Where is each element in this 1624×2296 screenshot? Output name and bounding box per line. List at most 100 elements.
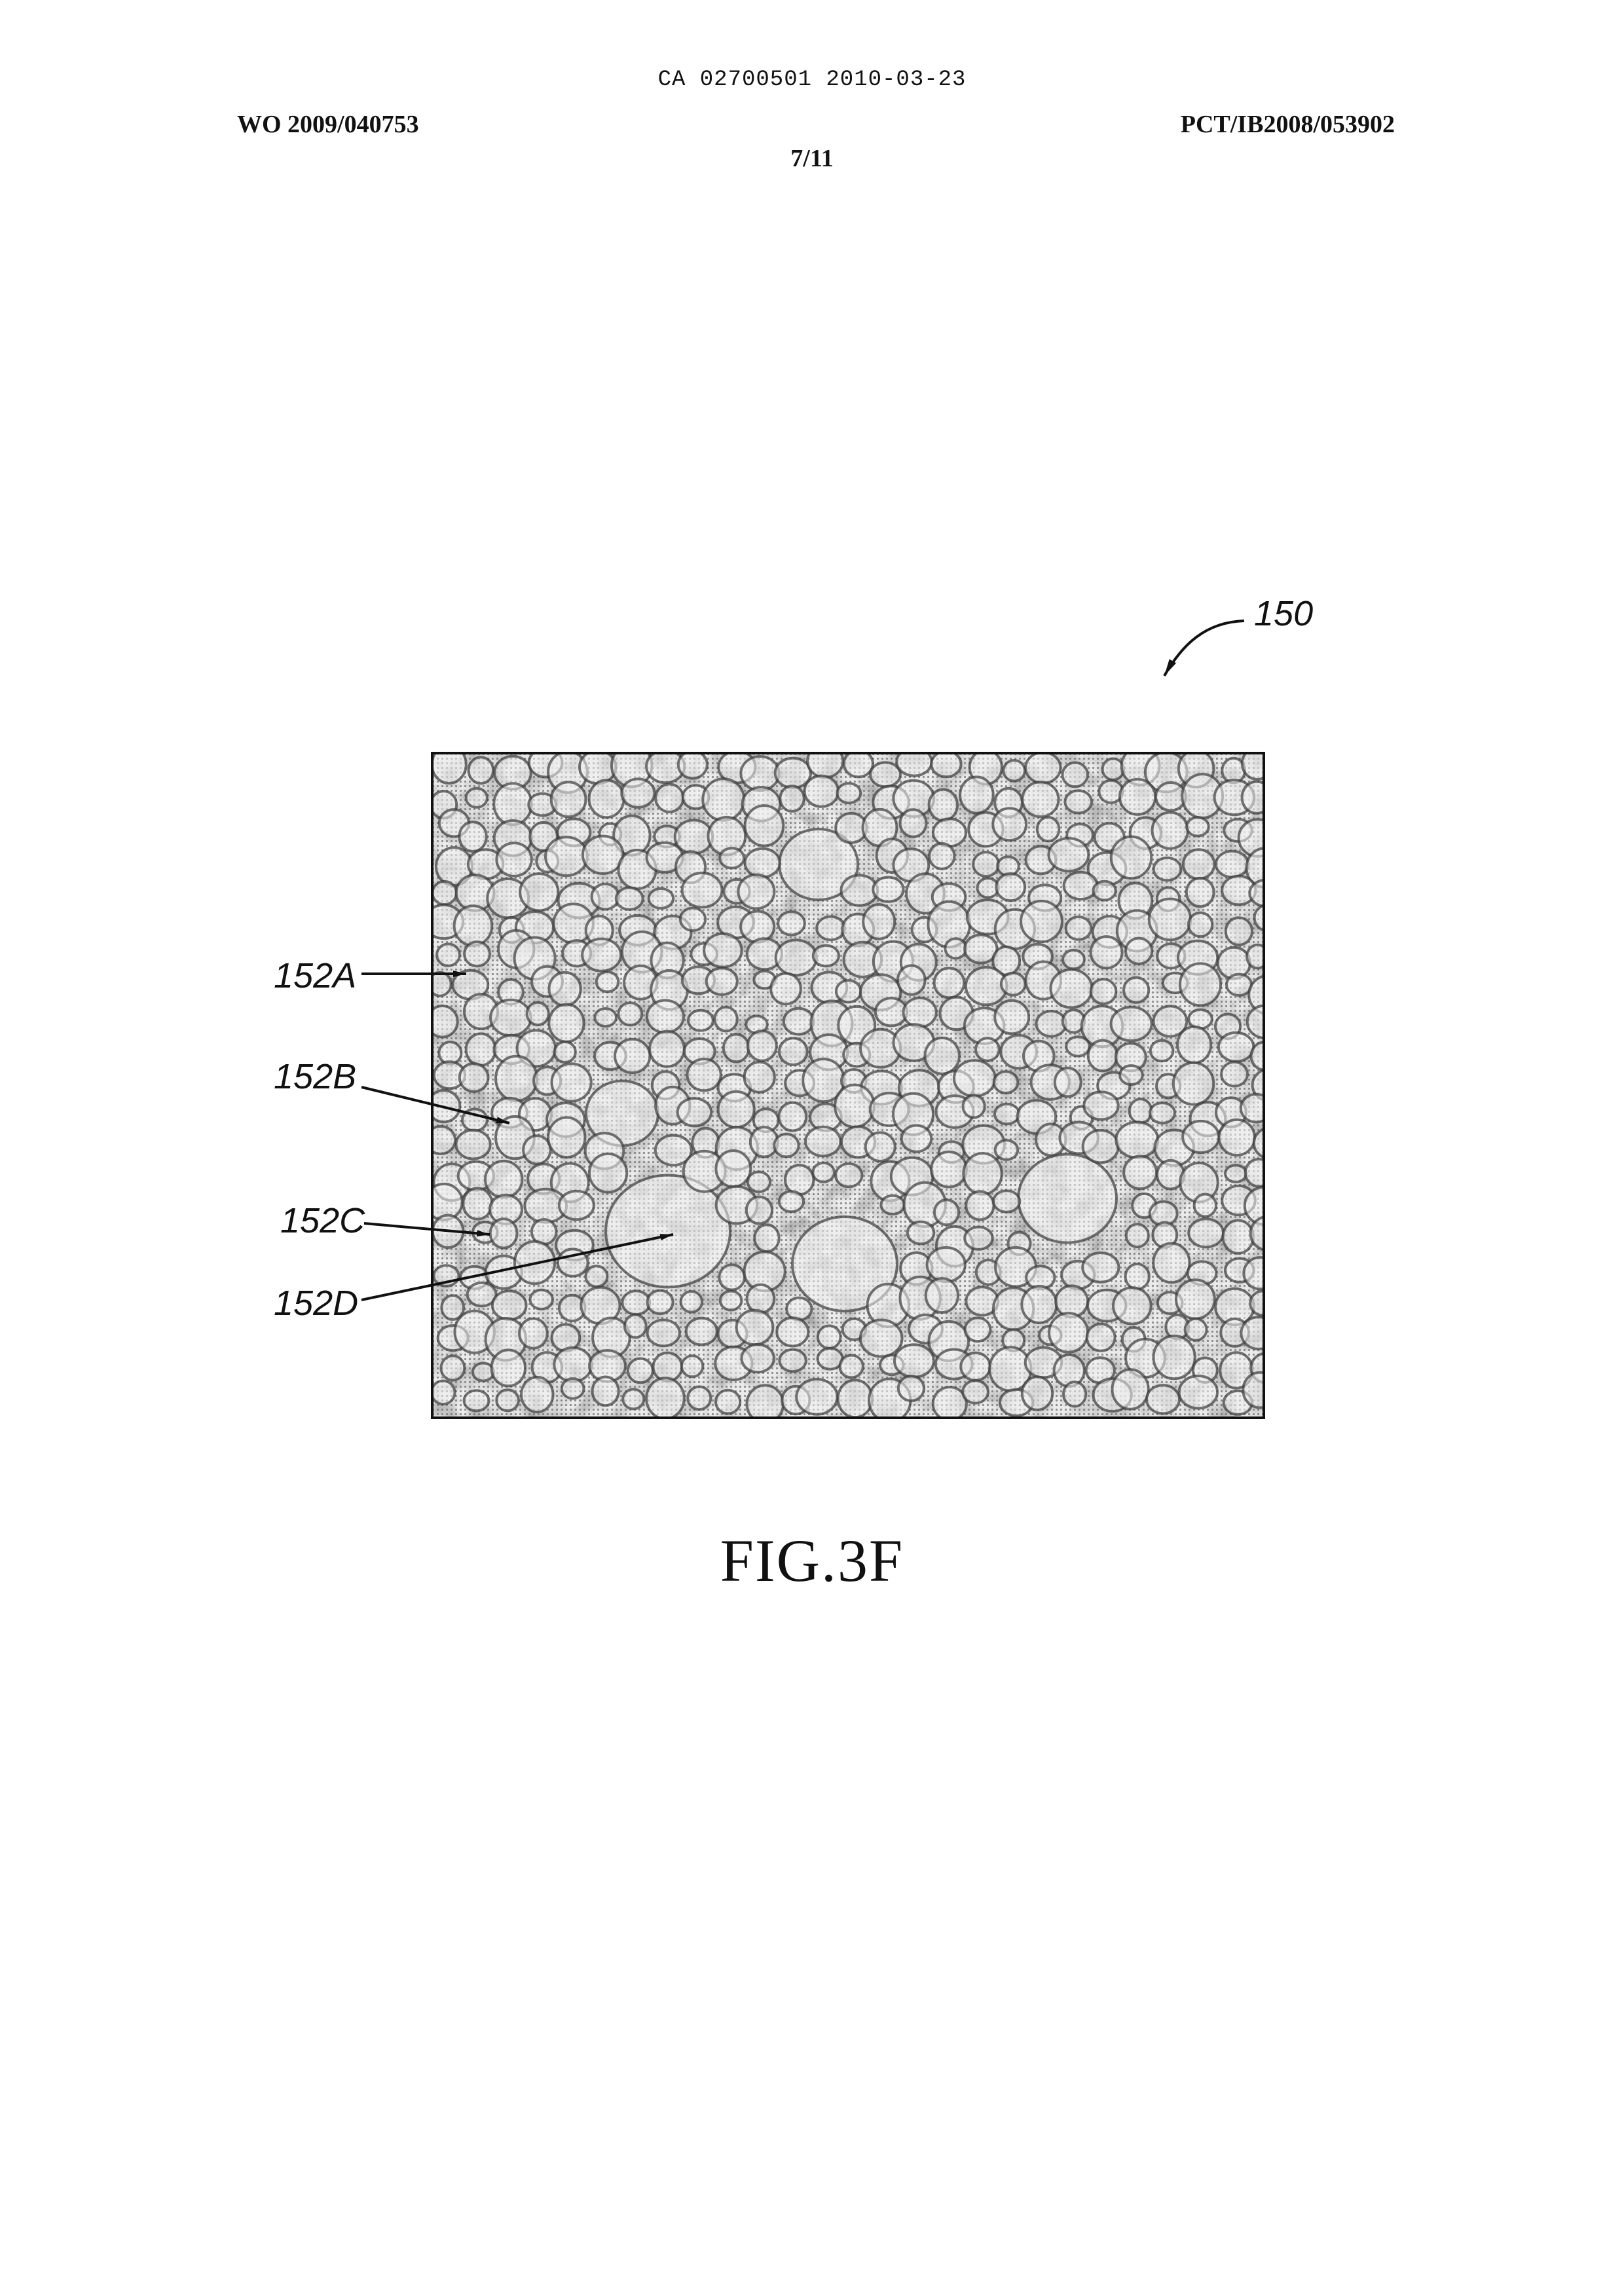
cell xyxy=(873,878,903,902)
cell xyxy=(900,809,927,836)
cell xyxy=(704,934,741,967)
cell xyxy=(929,790,957,821)
cell xyxy=(459,822,486,851)
cell xyxy=(1001,973,1025,995)
cell xyxy=(995,1140,1018,1160)
cell xyxy=(1219,1120,1255,1155)
cell xyxy=(519,1319,547,1348)
cell xyxy=(933,819,966,846)
cell xyxy=(549,1005,583,1042)
cell xyxy=(1063,1382,1086,1406)
cell xyxy=(606,1176,730,1287)
cell xyxy=(1180,963,1221,1005)
cell xyxy=(496,843,531,876)
cell xyxy=(1154,858,1181,880)
cell xyxy=(623,1389,644,1409)
cell xyxy=(1194,1194,1216,1217)
cell xyxy=(1176,1280,1215,1318)
cell xyxy=(1018,1155,1116,1243)
cell xyxy=(993,808,1026,840)
cell xyxy=(559,1191,594,1220)
cell xyxy=(585,1266,607,1286)
cell xyxy=(908,1222,934,1244)
cell xyxy=(748,1031,777,1061)
cell xyxy=(1173,1063,1213,1105)
cell xyxy=(1254,1128,1285,1158)
cell xyxy=(1124,1156,1156,1189)
cell xyxy=(1037,1011,1066,1037)
cell xyxy=(1083,1130,1118,1162)
cell xyxy=(1189,913,1212,936)
cell xyxy=(895,1344,934,1377)
cell xyxy=(1050,970,1092,1008)
cell xyxy=(805,776,838,807)
cell xyxy=(954,1060,995,1096)
cell xyxy=(1251,1217,1287,1251)
cell xyxy=(1063,763,1088,787)
cell xyxy=(654,1353,682,1381)
cell xyxy=(1126,1224,1149,1247)
cell xyxy=(738,875,774,909)
cell xyxy=(648,1320,680,1346)
cell xyxy=(741,756,779,790)
cell xyxy=(1226,917,1252,945)
cell xyxy=(866,1132,895,1161)
cell xyxy=(616,888,643,910)
cell xyxy=(716,1151,750,1187)
cell xyxy=(527,1003,549,1025)
cell xyxy=(818,1325,841,1348)
cell xyxy=(780,786,803,811)
cell xyxy=(860,1320,902,1357)
cell xyxy=(1088,1041,1117,1071)
cell xyxy=(898,1376,924,1401)
cell xyxy=(745,1062,775,1092)
cell xyxy=(593,1377,619,1406)
cell xyxy=(490,1000,531,1036)
cell xyxy=(993,1191,1020,1212)
cell xyxy=(555,1042,576,1062)
cell xyxy=(703,779,744,821)
cell xyxy=(1087,1324,1115,1351)
cell xyxy=(961,1353,990,1380)
cell xyxy=(454,906,492,946)
cell xyxy=(779,1038,807,1065)
cell xyxy=(583,836,623,874)
cell xyxy=(720,1291,742,1310)
cell xyxy=(1113,1369,1149,1409)
cell xyxy=(1091,979,1116,1004)
cell xyxy=(1249,880,1282,906)
cell xyxy=(1094,881,1116,900)
cell xyxy=(464,1390,489,1411)
cell xyxy=(779,1103,806,1131)
cell xyxy=(777,1318,808,1346)
cell xyxy=(1022,1286,1056,1323)
cell xyxy=(678,751,707,779)
cell xyxy=(1183,849,1215,879)
cell xyxy=(1091,936,1122,968)
cell xyxy=(437,944,460,965)
cell xyxy=(925,1038,959,1074)
cell xyxy=(647,1291,673,1314)
cell xyxy=(1147,1385,1179,1413)
cell xyxy=(647,1001,684,1033)
cell xyxy=(719,1265,744,1289)
cell xyxy=(963,1380,988,1403)
cell xyxy=(1179,1376,1217,1408)
cell xyxy=(742,1344,774,1372)
micrograph-image xyxy=(424,744,1289,1422)
cell xyxy=(945,938,966,958)
cell xyxy=(1187,817,1209,836)
ref-150-leader xyxy=(1164,621,1244,676)
cell xyxy=(870,762,900,787)
cell xyxy=(1064,872,1098,899)
cell xyxy=(817,917,845,940)
cell xyxy=(774,1134,798,1157)
ref-label-152b: 152B xyxy=(274,1057,356,1096)
cell xyxy=(678,1098,711,1126)
cell xyxy=(835,1085,874,1127)
cell xyxy=(837,783,860,803)
cell xyxy=(1183,1121,1219,1153)
cell xyxy=(1187,878,1214,906)
cell xyxy=(960,777,993,813)
cell xyxy=(931,751,961,777)
